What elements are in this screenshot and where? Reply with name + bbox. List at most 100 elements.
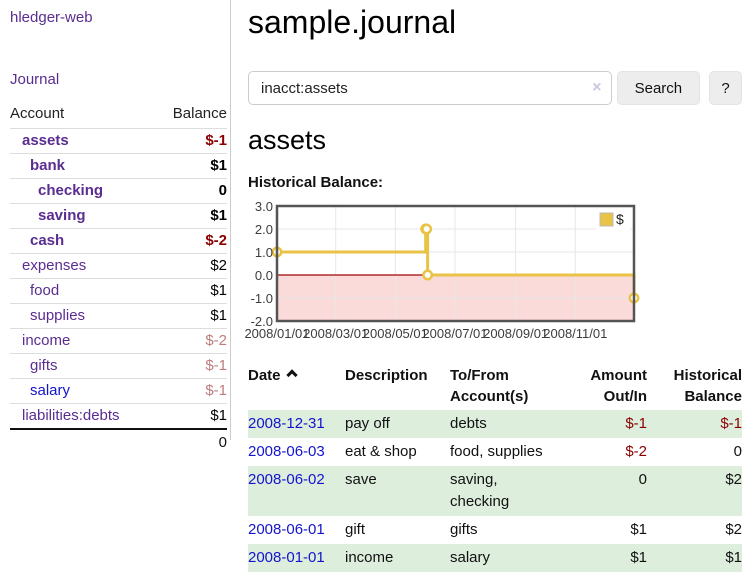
account-balance: $-2 (155, 228, 227, 254)
account-row: saving $1 (10, 203, 227, 229)
account-row: income $-2 (10, 328, 227, 354)
x-tick-label: 2008/01/01 (244, 326, 310, 341)
x-tick-label: 2008/09/01 (483, 326, 549, 341)
x-tick-label: 2008/03/01 (303, 326, 369, 341)
account-name-cell: supplies (10, 303, 156, 329)
register-header-description: Description (345, 367, 428, 384)
register-amount-cell: $1 (562, 544, 647, 572)
help-button[interactable]: ? (709, 71, 742, 105)
register-description-cell: gift (345, 521, 366, 538)
account-link[interactable]: saving (38, 207, 86, 224)
register-amount-cell: 0 (562, 466, 647, 516)
account-link[interactable]: salary (30, 382, 71, 399)
y-tick-label: 2.0 (254, 222, 273, 237)
register-table: Date Description To/From Account(s) Amou… (248, 363, 742, 572)
register-balance-cell: $-1 (647, 410, 742, 438)
account-link[interactable]: supplies (30, 307, 86, 324)
account-name-cell: gifts (10, 353, 156, 379)
account-name-cell: checking (10, 178, 156, 204)
search-bar: × Search ? (248, 71, 742, 105)
account-heading: assets (248, 125, 327, 155)
register-accounts-cell: food, supplies (450, 443, 543, 460)
account-row: food $1 (10, 278, 227, 304)
account-balance: $1 (155, 153, 227, 179)
register-description-cell: save (345, 466, 450, 516)
account-link[interactable]: cash (30, 232, 65, 249)
account-row: expenses $2 (10, 253, 227, 279)
account-balance: $-2 (155, 328, 227, 354)
register-accounts-cell: debts (450, 410, 562, 438)
account-link[interactable]: income (22, 332, 71, 349)
y-tick-label: 0.0 (254, 268, 273, 283)
register-date-link[interactable]: 2008-12-31 (248, 415, 325, 432)
account-name-cell: food (10, 278, 156, 304)
account-link[interactable]: expenses (22, 257, 87, 274)
register-date-link[interactable]: 2008-06-01 (248, 521, 325, 538)
account-link[interactable]: bank (30, 157, 66, 174)
register-header-date[interactable]: Date (248, 363, 345, 410)
sidebar-item-journal[interactable]: Journal (10, 71, 60, 88)
account-link[interactable]: gifts (30, 357, 58, 374)
account-row: assets $-1 (10, 128, 227, 154)
account-balance: $1 (155, 203, 227, 229)
y-tick-label: -1.0 (250, 291, 273, 306)
account-row: supplies $1 (10, 303, 227, 329)
accounts-header-balance: Balance (155, 101, 227, 129)
search-input[interactable] (248, 71, 612, 105)
register-date-cell: 2008-01-01 (248, 544, 345, 572)
account-name-cell: liabilities:debts (10, 403, 156, 430)
register-date-cell: 2008-06-03 (248, 438, 345, 466)
account-link[interactable]: checking (38, 182, 104, 199)
register-accounts-cell: saving, checking (450, 466, 562, 516)
register-header-balance: Historical Balance (673, 367, 742, 405)
register-balance-cell: $1 (647, 544, 742, 572)
chart-title: Historical Balance: (248, 174, 384, 191)
account-balance: $1 (155, 278, 227, 304)
account-row: gifts $-1 (10, 353, 227, 379)
account-link[interactable]: liabilities:debts (22, 407, 120, 424)
register-row: 2008-06-03 eat & shop food, supplies $-2… (248, 438, 742, 466)
account-name-cell: assets (10, 128, 156, 154)
register-date-link[interactable]: 2008-06-03 (248, 443, 325, 460)
register-amount-cell: $-2 (625, 443, 647, 460)
accounts-total-value: 0 (155, 428, 227, 456)
search-input-wrap: × (248, 71, 612, 105)
main-content: sample.journal × Search ? assets Histori… (244, 0, 742, 572)
accounts-table-header: Account Balance (10, 101, 227, 129)
account-name-cell: income (10, 328, 156, 354)
sidebar: hledger-web Journal Account Balance asse… (0, 0, 231, 456)
register-accounts-cell: salary (450, 544, 562, 572)
register-header-accounts: To/From Account(s) (450, 367, 529, 405)
account-balance: $1 (155, 403, 227, 430)
register-row: 2008-06-02 save saving, checking 0 $2 (248, 466, 742, 516)
account-link[interactable]: food (30, 282, 60, 299)
page-title: sample.journal (248, 4, 457, 40)
search-button[interactable]: Search (616, 71, 701, 105)
account-balance: $-1 (155, 378, 227, 404)
balance-chart-svg: $ (271, 204, 640, 323)
account-name-cell: salary (10, 378, 156, 404)
chart-legend-label: $ (616, 211, 624, 227)
y-tick-label: 3.0 (254, 199, 273, 214)
register-table-body: 2008-12-31 pay off debts $-1 $-1 2008-06… (248, 410, 742, 572)
account-name-cell: expenses (10, 253, 156, 279)
account-row: cash $-2 (10, 228, 227, 254)
register-balance-cell: $2 (725, 521, 742, 538)
register-balance-cell: 0 (733, 443, 742, 460)
account-row: bank $1 (10, 153, 227, 179)
register-header-date-label: Date (248, 367, 281, 384)
clear-search-icon[interactable]: × (592, 79, 602, 96)
register-date-link[interactable]: 2008-06-02 (248, 471, 325, 488)
account-row: liabilities:debts $1 (10, 403, 227, 430)
account-balance: 0 (155, 178, 227, 204)
account-row: salary $-1 (10, 378, 227, 404)
accounts-header-account: Account (10, 101, 156, 129)
y-tick-label: -2.0 (250, 314, 273, 329)
accounts-table: Account Balance assets $-1 bank $1 check… (10, 101, 227, 456)
accounts-total-row: 0 (10, 428, 227, 456)
account-link[interactable]: assets (22, 132, 69, 149)
app-title-link[interactable]: hledger-web (10, 9, 93, 26)
x-tick-label: 2008/07/01 (422, 326, 488, 341)
register-date-link[interactable]: 2008-01-01 (248, 549, 325, 566)
y-tick-label: 1.0 (254, 245, 273, 260)
